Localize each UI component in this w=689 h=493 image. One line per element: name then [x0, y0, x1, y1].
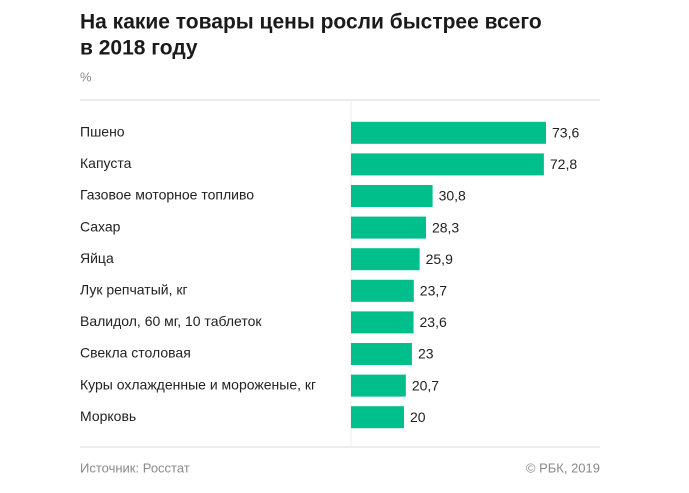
bar: [351, 374, 406, 397]
category-label: Газовое моторное топливо: [80, 187, 254, 203]
bar: [351, 153, 544, 176]
value-label: 23,7: [420, 283, 447, 299]
value-label: 23,6: [420, 314, 447, 330]
chart-subtitle: %: [80, 69, 92, 84]
value-label: 30,8: [439, 188, 466, 204]
value-label: 28,3: [432, 219, 459, 235]
bar: [351, 248, 420, 271]
value-label: 23: [418, 346, 434, 362]
value-label: 73,6: [552, 125, 579, 141]
category-label: Капуста: [80, 155, 132, 171]
bar: [351, 216, 426, 239]
category-label: Куры охлажденные и мороженые, кг: [80, 376, 316, 392]
value-label: 20,7: [412, 377, 439, 393]
value-label: 72,8: [550, 156, 577, 172]
source: Источник: Росстат: [80, 460, 190, 475]
bar: [351, 185, 433, 207]
category-label: Лук репчатый, кг: [80, 282, 188, 298]
category-label: Валидол, 60 мг, 10 таблеток: [80, 313, 262, 329]
value-label: 25,9: [426, 251, 453, 267]
category-label: Яйца: [80, 250, 114, 266]
category-label: Сахар: [80, 218, 121, 234]
chart-title-line: в 2018 году: [80, 37, 198, 60]
bar: [351, 343, 412, 365]
bar: [351, 121, 546, 144]
value-label: 20: [410, 409, 426, 425]
credit: © РБК, 2019: [526, 460, 600, 475]
bar: [351, 311, 414, 334]
category-label: Пшено: [80, 124, 125, 140]
bar: [351, 406, 404, 429]
chart-title-line: На какие товары цены росли быстрее всего: [80, 11, 542, 34]
category-label: Свекла столовая: [80, 345, 191, 361]
category-label: Морковь: [80, 408, 136, 424]
bar: [351, 279, 414, 302]
